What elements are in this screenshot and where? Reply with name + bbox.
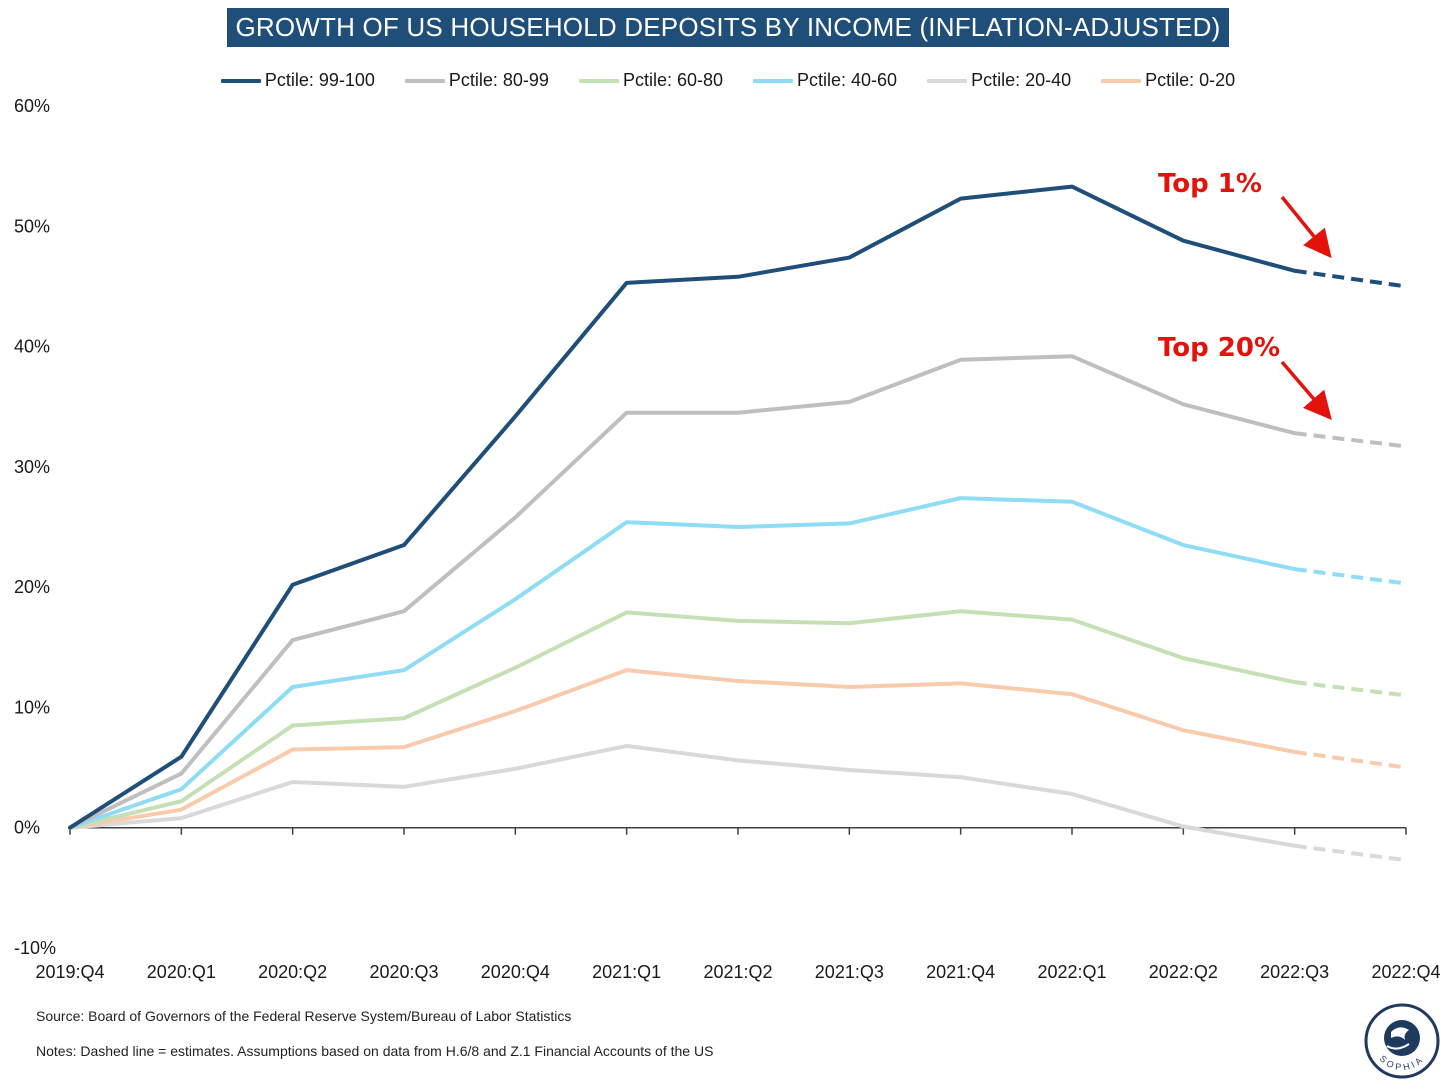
x-tick-label: 2022:Q3 — [1260, 962, 1329, 982]
x-tick-label: 2021:Q3 — [815, 962, 884, 982]
legend-label: Pctile: 20-40 — [971, 70, 1072, 90]
legend-swatch — [927, 78, 968, 83]
legend-item: Pctile: 80-99 — [404, 70, 549, 91]
series-estimate-line — [1294, 268, 1407, 289]
y-tick-label: 60% — [14, 96, 50, 116]
annotation-label: Top 20% — [1158, 333, 1280, 363]
series-line — [68, 354, 1297, 830]
x-tick-label: 2021:Q4 — [926, 962, 995, 982]
legend: Pctile: 99-100 Pctile: 80-99 Pctile: 60-80… — [0, 70, 1456, 91]
sophia-logo-icon: SOPHIA — [1364, 1003, 1440, 1079]
series-estimate-line — [1294, 749, 1407, 770]
legend-label: Pctile: 40-60 — [797, 70, 898, 90]
series-lines — [68, 184, 1407, 863]
x-axis: 2019:Q4 2020:Q1 2020:Q2 2020:Q3 2020:Q4 2021:… — [35, 826, 1441, 982]
legend-swatch — [220, 78, 261, 83]
series-estimate-line — [1294, 680, 1407, 698]
legend-item: Pctile: 0-20 — [1101, 70, 1235, 91]
legend-item: Pctile: 99-100 — [220, 70, 375, 91]
x-tick-label: 2021:Q1 — [592, 962, 661, 982]
series-line — [68, 668, 1297, 830]
x-tick-label: 2021:Q2 — [703, 962, 772, 982]
y-tick-label: 0% — [14, 818, 40, 838]
series-line — [68, 184, 1297, 830]
y-tick-label: 40% — [14, 337, 50, 357]
series-line — [68, 496, 1297, 830]
x-tick-label: 2022:Q1 — [1037, 962, 1106, 982]
x-tick-label: 2022:Q4 — [1371, 962, 1440, 982]
source-note: Source: Board of Governors of the Federa… — [36, 1008, 572, 1024]
legend-item: Pctile: 20-40 — [927, 70, 1071, 91]
annotation-arrow — [1280, 360, 1332, 420]
y-tick-label: 20% — [14, 577, 50, 597]
series-line — [68, 609, 1297, 830]
methodology-note: Notes: Dashed line = estimates. Assumpti… — [36, 1043, 714, 1059]
legend-item: Pctile: 40-60 — [753, 70, 897, 91]
y-tick-label: -10% — [14, 938, 56, 958]
logo-text: SOPHIA — [1378, 1053, 1424, 1072]
legend-label: Pctile: 60-80 — [622, 70, 724, 90]
y-tick-label: 10% — [14, 697, 50, 717]
legend-swatch — [404, 78, 445, 83]
legend-item: Pctile: 60-80 — [578, 70, 724, 91]
svg-text:SOPHIA: SOPHIA — [1378, 1053, 1427, 1072]
legend-swatch — [578, 78, 619, 83]
annotations: Top 1% Top 20% — [1158, 169, 1332, 420]
legend-label: Pctile: 80-99 — [448, 70, 549, 90]
y-axis: -10% 0% 10% 20% 30% 40% 50% 60% — [14, 96, 56, 958]
x-tick-label: 2020:Q2 — [258, 962, 327, 982]
legend-label: Pctile: 99-100 — [264, 70, 375, 90]
series-estimate-line — [1294, 843, 1407, 863]
x-tick-label: 2020:Q3 — [369, 962, 438, 982]
series-estimate-line — [1294, 431, 1407, 449]
x-tick-label: 2020:Q1 — [147, 962, 216, 982]
y-tick-label: 30% — [14, 457, 50, 477]
legend-swatch — [753, 78, 794, 83]
series-line — [68, 743, 1297, 848]
legend-swatch — [1101, 78, 1142, 83]
legend-label: Pctile: 0-20 — [1145, 70, 1236, 90]
y-tick-label: 50% — [14, 216, 50, 236]
x-tick-label: 2020:Q4 — [481, 962, 550, 982]
x-tick-label: 2022:Q2 — [1149, 962, 1218, 982]
chart-title: GROWTH OF US HOUSEHOLD DEPOSITS BY INCOM… — [227, 8, 1229, 47]
annotation-label: Top 1% — [1158, 169, 1262, 199]
line-chart: -10%0%10%20%30%40%50%60% 2019:Q4 2020:Q1 2… — [14, 96, 1441, 982]
x-tick-label: 2019:Q4 — [35, 962, 104, 982]
series-estimate-line — [1294, 567, 1407, 586]
annotation-arrow — [1280, 195, 1332, 259]
chart-title-wrap: GROWTH OF US HOUSEHOLD DEPOSITS BY INCOM… — [0, 8, 1456, 47]
